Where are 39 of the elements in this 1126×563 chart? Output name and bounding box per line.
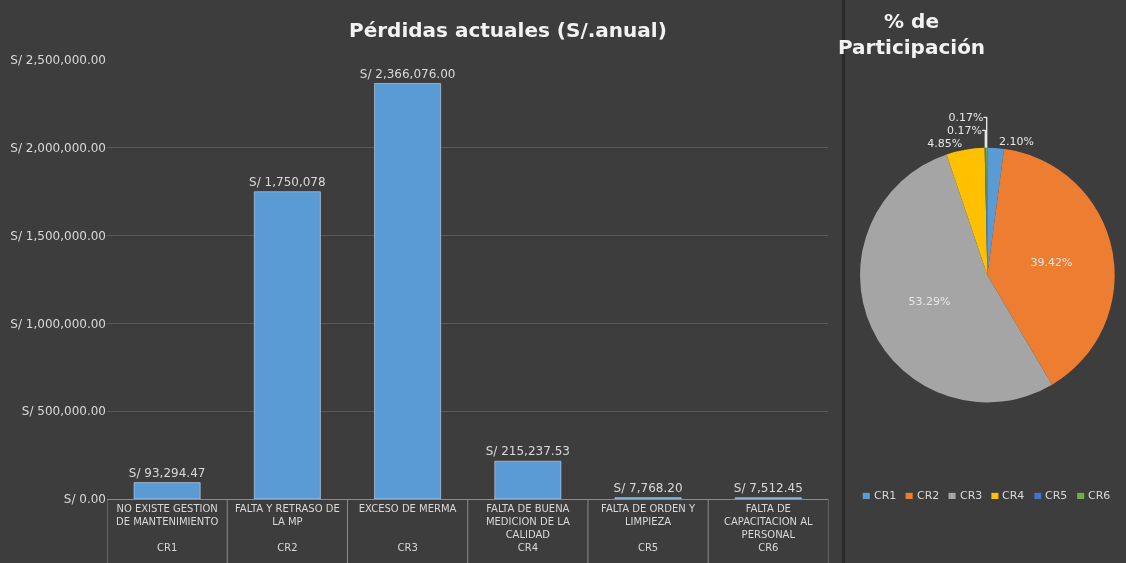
data-label: S/ 1,750,078 xyxy=(249,174,326,189)
y-tick-label: S/ 0.00 xyxy=(63,492,106,507)
category-label: FALTA Y RETRASO DE LA MP CR2 xyxy=(235,503,340,553)
data-label: S/ 7,768.20 xyxy=(613,480,683,495)
data-label: S/ 215,237.53 xyxy=(485,444,570,459)
bar xyxy=(254,191,321,499)
pie-slice xyxy=(987,147,1005,276)
legend-label: CR2 xyxy=(917,489,940,502)
pie-slice xyxy=(987,148,1115,385)
data-label: 39.42% xyxy=(1030,255,1073,269)
legend-label: CR4 xyxy=(1002,489,1025,502)
data-label: S/ 7,512.45 xyxy=(733,480,803,495)
x-tick-label: FALTA DE BUENA MEDICION DE LA CALIDAD CR4 xyxy=(485,503,570,553)
bar xyxy=(133,482,201,499)
bar xyxy=(374,83,441,499)
category-label: NO EXISTE GESTION DE MANTENIMIENTO CR1 xyxy=(115,503,219,553)
data-label: 4.85% xyxy=(927,136,963,150)
legend-label: CR6 xyxy=(1088,489,1111,502)
data-label: 2.10% xyxy=(999,135,1034,149)
y-tick-label: S/ 500,000.00 xyxy=(21,404,106,419)
data-label: 0.17% xyxy=(947,123,983,137)
bar xyxy=(494,460,562,499)
legend-label: CR1 xyxy=(874,489,897,502)
chart-title: Pérdidas actuales (S/.anual) xyxy=(349,18,667,42)
legend-label: CR3 xyxy=(960,489,983,502)
data-label: S/ 93,294.47 xyxy=(128,465,206,480)
y-tick-label: S/ 2,500,000.00 xyxy=(10,53,106,68)
chart-title: % de Participación xyxy=(838,9,986,59)
category-label: FALTA DE ORDEN Y LIMPIEZA CR5 xyxy=(601,503,696,553)
category-label: EXCESO DE MERMA CR3 xyxy=(358,503,457,553)
y-tick-label: S/ 1,000,000.00 xyxy=(10,316,106,331)
data-label: S/ 2,366,076.00 xyxy=(359,66,456,81)
data-label: 0.17% xyxy=(948,110,984,124)
x-tick-label: FALTA DE CAPACITACION AL PERSONAL CR6 xyxy=(723,503,814,553)
y-tick-label: S/ 2,000,000.00 xyxy=(10,141,106,155)
y-tick-label: S/ 1,500,000.00 xyxy=(10,228,106,243)
pie-slice xyxy=(946,147,988,276)
legend-label: CR5 xyxy=(1045,489,1068,502)
data-label: 53.29% xyxy=(908,295,951,309)
